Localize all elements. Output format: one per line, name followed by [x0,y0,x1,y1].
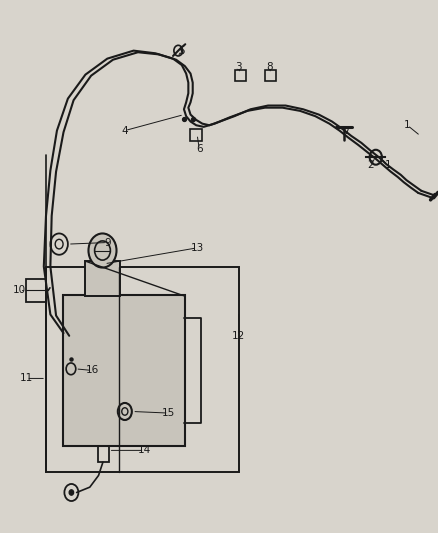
Text: 4: 4 [121,126,128,135]
Bar [85,261,120,296]
Bar [98,446,109,462]
Text: 12: 12 [232,331,245,341]
Text: 2: 2 [367,160,374,170]
Text: 13: 13 [191,243,204,253]
Text: 14: 14 [138,446,151,455]
Circle shape [88,233,117,268]
FancyBboxPatch shape [63,295,185,446]
Text: 15: 15 [162,408,175,418]
Text: 1: 1 [404,120,411,130]
Text: 7: 7 [343,126,350,135]
Text: 16: 16 [85,366,99,375]
Text: 6: 6 [196,144,203,154]
Circle shape [69,490,74,495]
Text: 3: 3 [235,62,242,71]
Text: 9: 9 [104,238,111,247]
Bar [235,70,246,81]
Text: 1: 1 [384,160,391,170]
Text: 10: 10 [13,286,26,295]
Text: 8: 8 [266,62,273,71]
Text: 5: 5 [178,46,185,55]
Circle shape [118,403,132,420]
Text: 11: 11 [20,374,33,383]
Bar [190,129,202,141]
Bar [265,70,276,81]
Bar [46,266,239,472]
